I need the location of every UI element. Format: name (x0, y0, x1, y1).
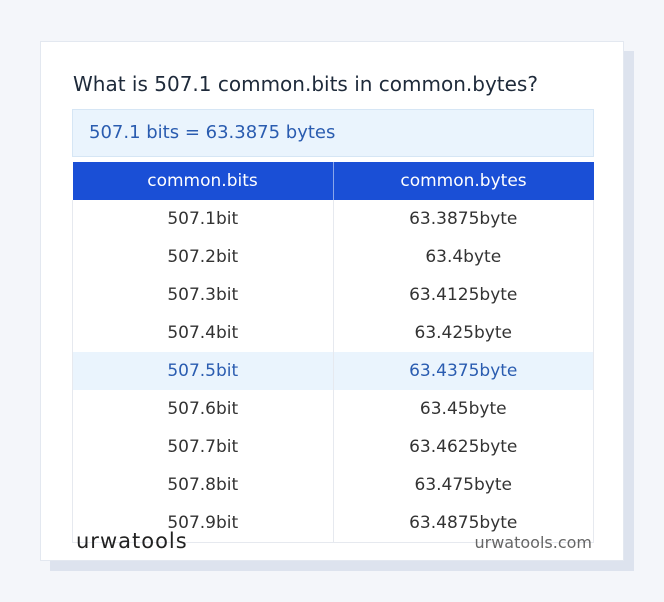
table-cell: 507.7bit (72, 428, 334, 466)
table-row: 507.6bit 63.45byte (72, 390, 594, 428)
brand-logo[interactable]: urwatools (76, 529, 188, 553)
table-cell: 63.3875byte (332, 200, 594, 238)
result: 507.1 bits = 63.3875 bytes (72, 109, 594, 157)
table-row: 507.4bit 63.425byte (72, 314, 594, 352)
table-cell: 507.9bit (72, 504, 334, 543)
header-row: common.bits common.bytes (72, 162, 594, 200)
table-cell: 507.2bit (72, 238, 334, 276)
table-row: 507.2bit 63.4byte (72, 238, 594, 276)
column-header: common.bytes (332, 162, 594, 200)
title: What is 507.1 common.bits in common.byte… (73, 72, 538, 96)
table-row: 507.8bit 63.475byte (72, 466, 594, 504)
conversion-table: common.bits common.bytes 507.1bit 63.3875b… (72, 162, 594, 543)
card: What is 507.1 common.bits in common.byte… (40, 41, 624, 561)
table-cell: 63.4875byte (332, 504, 594, 543)
table-row: 507.1bit 63.3875byte (72, 200, 594, 238)
table-cell: 63.475byte (332, 466, 594, 504)
table-cell: 63.4375byte (332, 352, 594, 390)
table-cell: 63.45byte (332, 390, 594, 428)
table-row: 507.9bit 63.4875byte (72, 504, 594, 543)
table-cell: 507.3bit (72, 276, 334, 314)
table-cell: 507.4bit (72, 314, 334, 352)
table-cell: 63.4byte (332, 238, 594, 276)
table-cell: 63.4625byte (332, 428, 594, 466)
table-cell: 507.1bit (72, 200, 334, 238)
table-cell: 63.4125byte (332, 276, 594, 314)
table-cell: 63.425byte (332, 314, 594, 352)
site-link[interactable]: urwatools.com (474, 533, 593, 552)
table-cell: 507.8bit (72, 466, 334, 504)
table-row: 507.5bit 63.4375byte (72, 352, 594, 390)
table-cell: 507.6bit (72, 390, 334, 428)
table-row: 507.3bit 63.4125byte (72, 276, 594, 314)
table-cell: 507.5bit (72, 352, 334, 390)
column-header: common.bits (72, 162, 333, 200)
table-row: 507.7bit 63.4625byte (72, 428, 594, 466)
